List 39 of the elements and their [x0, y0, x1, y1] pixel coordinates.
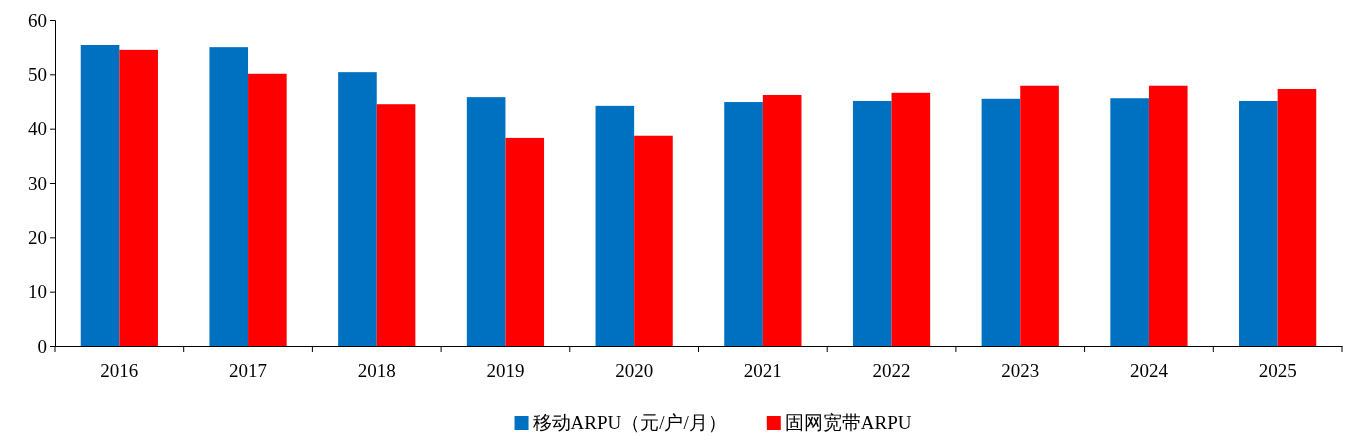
bar [466, 97, 506, 346]
bar [248, 73, 287, 346]
x-tick-label: 2017 [229, 360, 268, 382]
bar [981, 98, 1021, 346]
bar [595, 105, 635, 346]
x-tick-label: 2024 [1129, 360, 1169, 382]
y-tick-label: 0 [37, 335, 47, 357]
bar [1020, 85, 1059, 346]
x-tick-label: 2025 [1258, 360, 1297, 382]
bar [376, 104, 416, 346]
legend-label: 固网宽带ARPU [784, 412, 912, 433]
bar [634, 135, 673, 346]
x-tick-label: 2016 [100, 360, 139, 382]
bar [1239, 100, 1278, 346]
x-tick-label: 2018 [357, 360, 396, 382]
bar [1148, 85, 1188, 346]
y-tick-label: 30 [28, 172, 47, 194]
y-tick-label: 10 [28, 281, 47, 303]
bar [119, 49, 158, 346]
bar [1277, 89, 1317, 346]
bar [891, 92, 931, 346]
y-tick-label: 50 [28, 63, 47, 85]
bar [505, 137, 545, 346]
x-tick-label: 2019 [486, 360, 525, 382]
bar [80, 44, 120, 346]
bar [762, 94, 802, 346]
x-tick-label: 2022 [872, 360, 911, 382]
bar [1110, 98, 1149, 346]
bar [724, 102, 763, 346]
y-tick-label: 20 [28, 226, 47, 248]
x-tick-label: 2020 [615, 360, 654, 382]
bar [338, 72, 377, 346]
x-tick-label: 2021 [743, 360, 782, 382]
bar [852, 100, 892, 346]
y-tick-label: 60 [28, 9, 47, 31]
y-tick-label: 40 [28, 118, 47, 140]
x-tick-label: 2023 [1001, 360, 1040, 382]
bar [209, 47, 249, 346]
legend-label: 移动ARPU（元/户/月） [532, 412, 727, 433]
